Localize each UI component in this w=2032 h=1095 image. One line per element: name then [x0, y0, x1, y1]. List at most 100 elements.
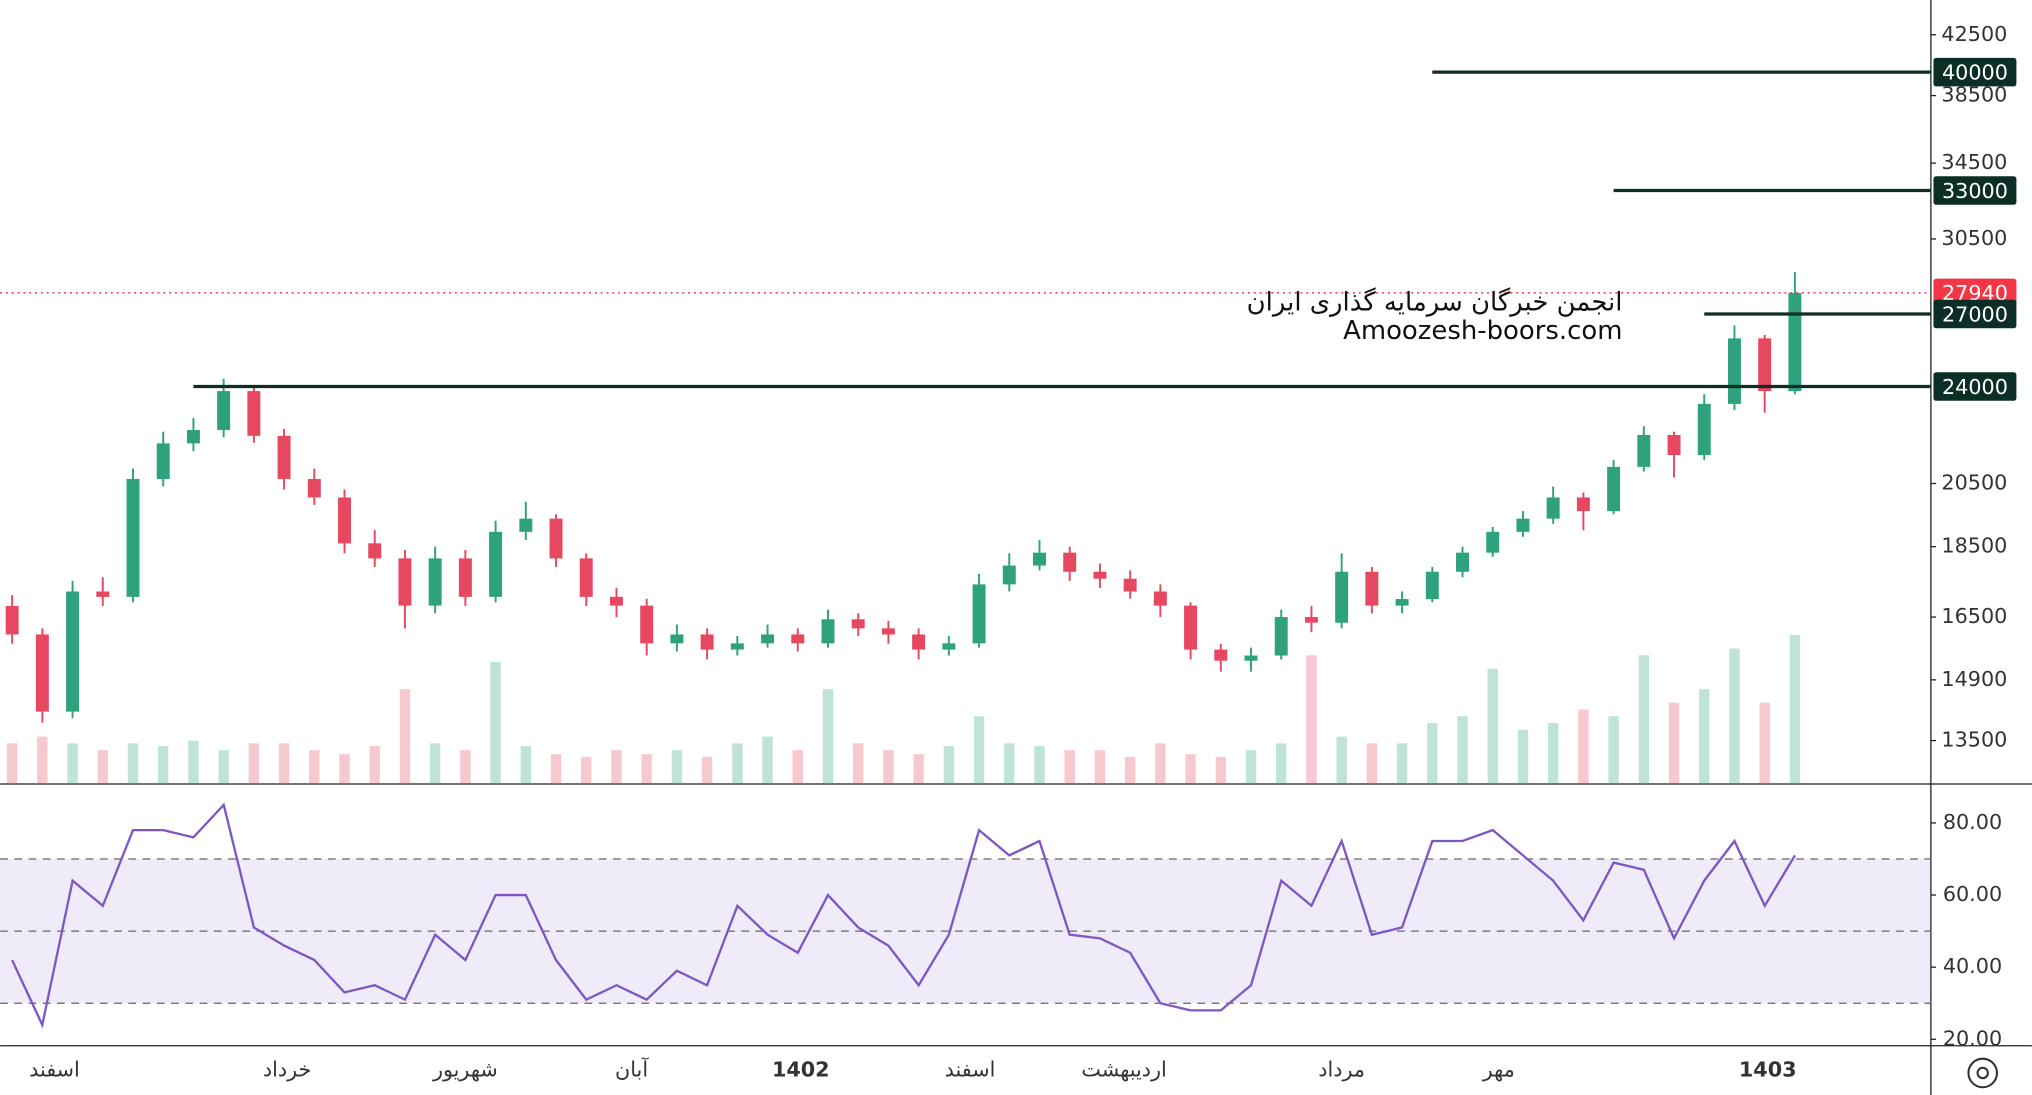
volume-bar — [762, 736, 773, 784]
candle-body — [640, 605, 654, 644]
candle-body — [1607, 466, 1621, 512]
x-tick-label: 1403 — [1739, 1057, 1797, 1081]
candle-body — [1244, 655, 1258, 661]
volume-bar — [1789, 634, 1801, 784]
y-tick-label: 30500 — [1941, 226, 2007, 250]
volume-bar — [1457, 716, 1468, 784]
candle-body — [972, 584, 986, 644]
x-tick-label: آبان — [615, 1056, 649, 1081]
volume-bar — [1064, 750, 1075, 784]
y-tick-label: 20.00 — [1943, 1026, 2002, 1050]
candle-body — [1546, 497, 1560, 519]
candle-body — [1637, 434, 1651, 467]
volume-bar — [581, 756, 592, 784]
volume-bar — [1699, 689, 1710, 784]
volume-bar — [641, 754, 652, 784]
rsi-line — [11, 802, 1796, 1029]
candle-body — [1274, 617, 1288, 656]
volume-bar — [943, 746, 955, 784]
price-pane — [5, 272, 1802, 784]
candle-body — [670, 634, 684, 644]
volume-bar — [1034, 746, 1045, 784]
candle-body — [1667, 434, 1681, 456]
volume-bar — [1004, 743, 1015, 784]
x-tick-label: اسفند — [945, 1057, 996, 1081]
x-tick-label: مهر — [1482, 1057, 1515, 1081]
candle-body — [1395, 599, 1409, 606]
candle-body — [700, 634, 714, 650]
candle-body — [730, 643, 744, 650]
volume-bar — [309, 750, 320, 784]
candle-body — [1727, 338, 1741, 404]
y-tick-label: 13500 — [1941, 728, 2007, 752]
candle-body — [761, 634, 775, 644]
volume-bar — [399, 689, 411, 784]
volume-bar — [1668, 702, 1680, 784]
level-label: 24000 — [1942, 375, 2008, 399]
y-tick-label: 80.00 — [1943, 810, 2002, 834]
candle-body — [609, 596, 623, 606]
candle-body — [821, 619, 835, 644]
candle-body — [1214, 649, 1228, 661]
watermark: انجمن خبرگان سرمایه گذاری ایران — [1247, 287, 1623, 318]
volume-bar — [853, 743, 864, 784]
volume-bar — [369, 746, 380, 784]
y-tick-label: 60.00 — [1943, 882, 2002, 906]
candle-body — [338, 497, 351, 544]
candle-body — [1002, 565, 1016, 585]
volume-bar — [1487, 668, 1498, 784]
candle-body — [1576, 497, 1590, 512]
volume-bar — [822, 689, 834, 784]
volume-bar — [1729, 648, 1740, 784]
level-label: 40000 — [1942, 60, 2008, 84]
volume-bar — [611, 750, 622, 784]
candle-body — [277, 435, 291, 479]
volume-bar — [1578, 709, 1589, 784]
x-tick-label: اردیبهشت — [1081, 1057, 1166, 1081]
volume-bar — [460, 750, 471, 784]
watermark: Amoozesh-boors.com — [1343, 316, 1622, 346]
volume-bar — [339, 754, 350, 784]
volume-bar — [1124, 756, 1136, 784]
volume-bar — [1759, 702, 1770, 784]
volume-bar — [37, 736, 48, 784]
candle-body — [1365, 571, 1379, 606]
volume-bar — [1185, 754, 1196, 784]
candle-body — [1697, 403, 1711, 456]
candle-body — [519, 518, 533, 532]
candle-body — [1335, 571, 1349, 623]
candle-body — [1456, 552, 1470, 572]
candle-body — [186, 430, 200, 444]
candle-body — [942, 643, 956, 650]
candle-body — [1123, 578, 1137, 592]
candle-body — [912, 634, 926, 650]
volume-bar — [550, 754, 562, 784]
volume-bar — [158, 746, 169, 784]
volume-bar — [973, 716, 985, 784]
volume-bar — [67, 743, 78, 784]
x-tick-label: خرداد — [263, 1057, 311, 1081]
candle-body — [1033, 552, 1046, 566]
candle-body — [5, 605, 19, 635]
volume-bar — [701, 756, 713, 784]
candle-body — [458, 558, 472, 597]
level-label: 33000 — [1942, 179, 2008, 203]
volume-bar — [6, 743, 18, 784]
level-box — [1933, 299, 2017, 329]
volume-bar — [1638, 655, 1650, 784]
y-tick-label: 14900 — [1941, 667, 2007, 691]
level-label: 27000 — [1942, 302, 2008, 326]
volume-bar — [1155, 743, 1166, 784]
y-tick-label: 42500 — [1941, 22, 2007, 46]
candle-body — [156, 443, 170, 479]
settings-button[interactable] — [1967, 1057, 1999, 1089]
candle-body — [247, 391, 261, 436]
volume-bar — [1547, 723, 1559, 784]
candle-body — [579, 558, 593, 597]
volume-bar — [1215, 756, 1226, 784]
volume-bar — [1517, 729, 1529, 784]
volume-bar — [1427, 723, 1438, 784]
level-box — [1933, 176, 2017, 205]
volume-bar — [1396, 743, 1408, 784]
